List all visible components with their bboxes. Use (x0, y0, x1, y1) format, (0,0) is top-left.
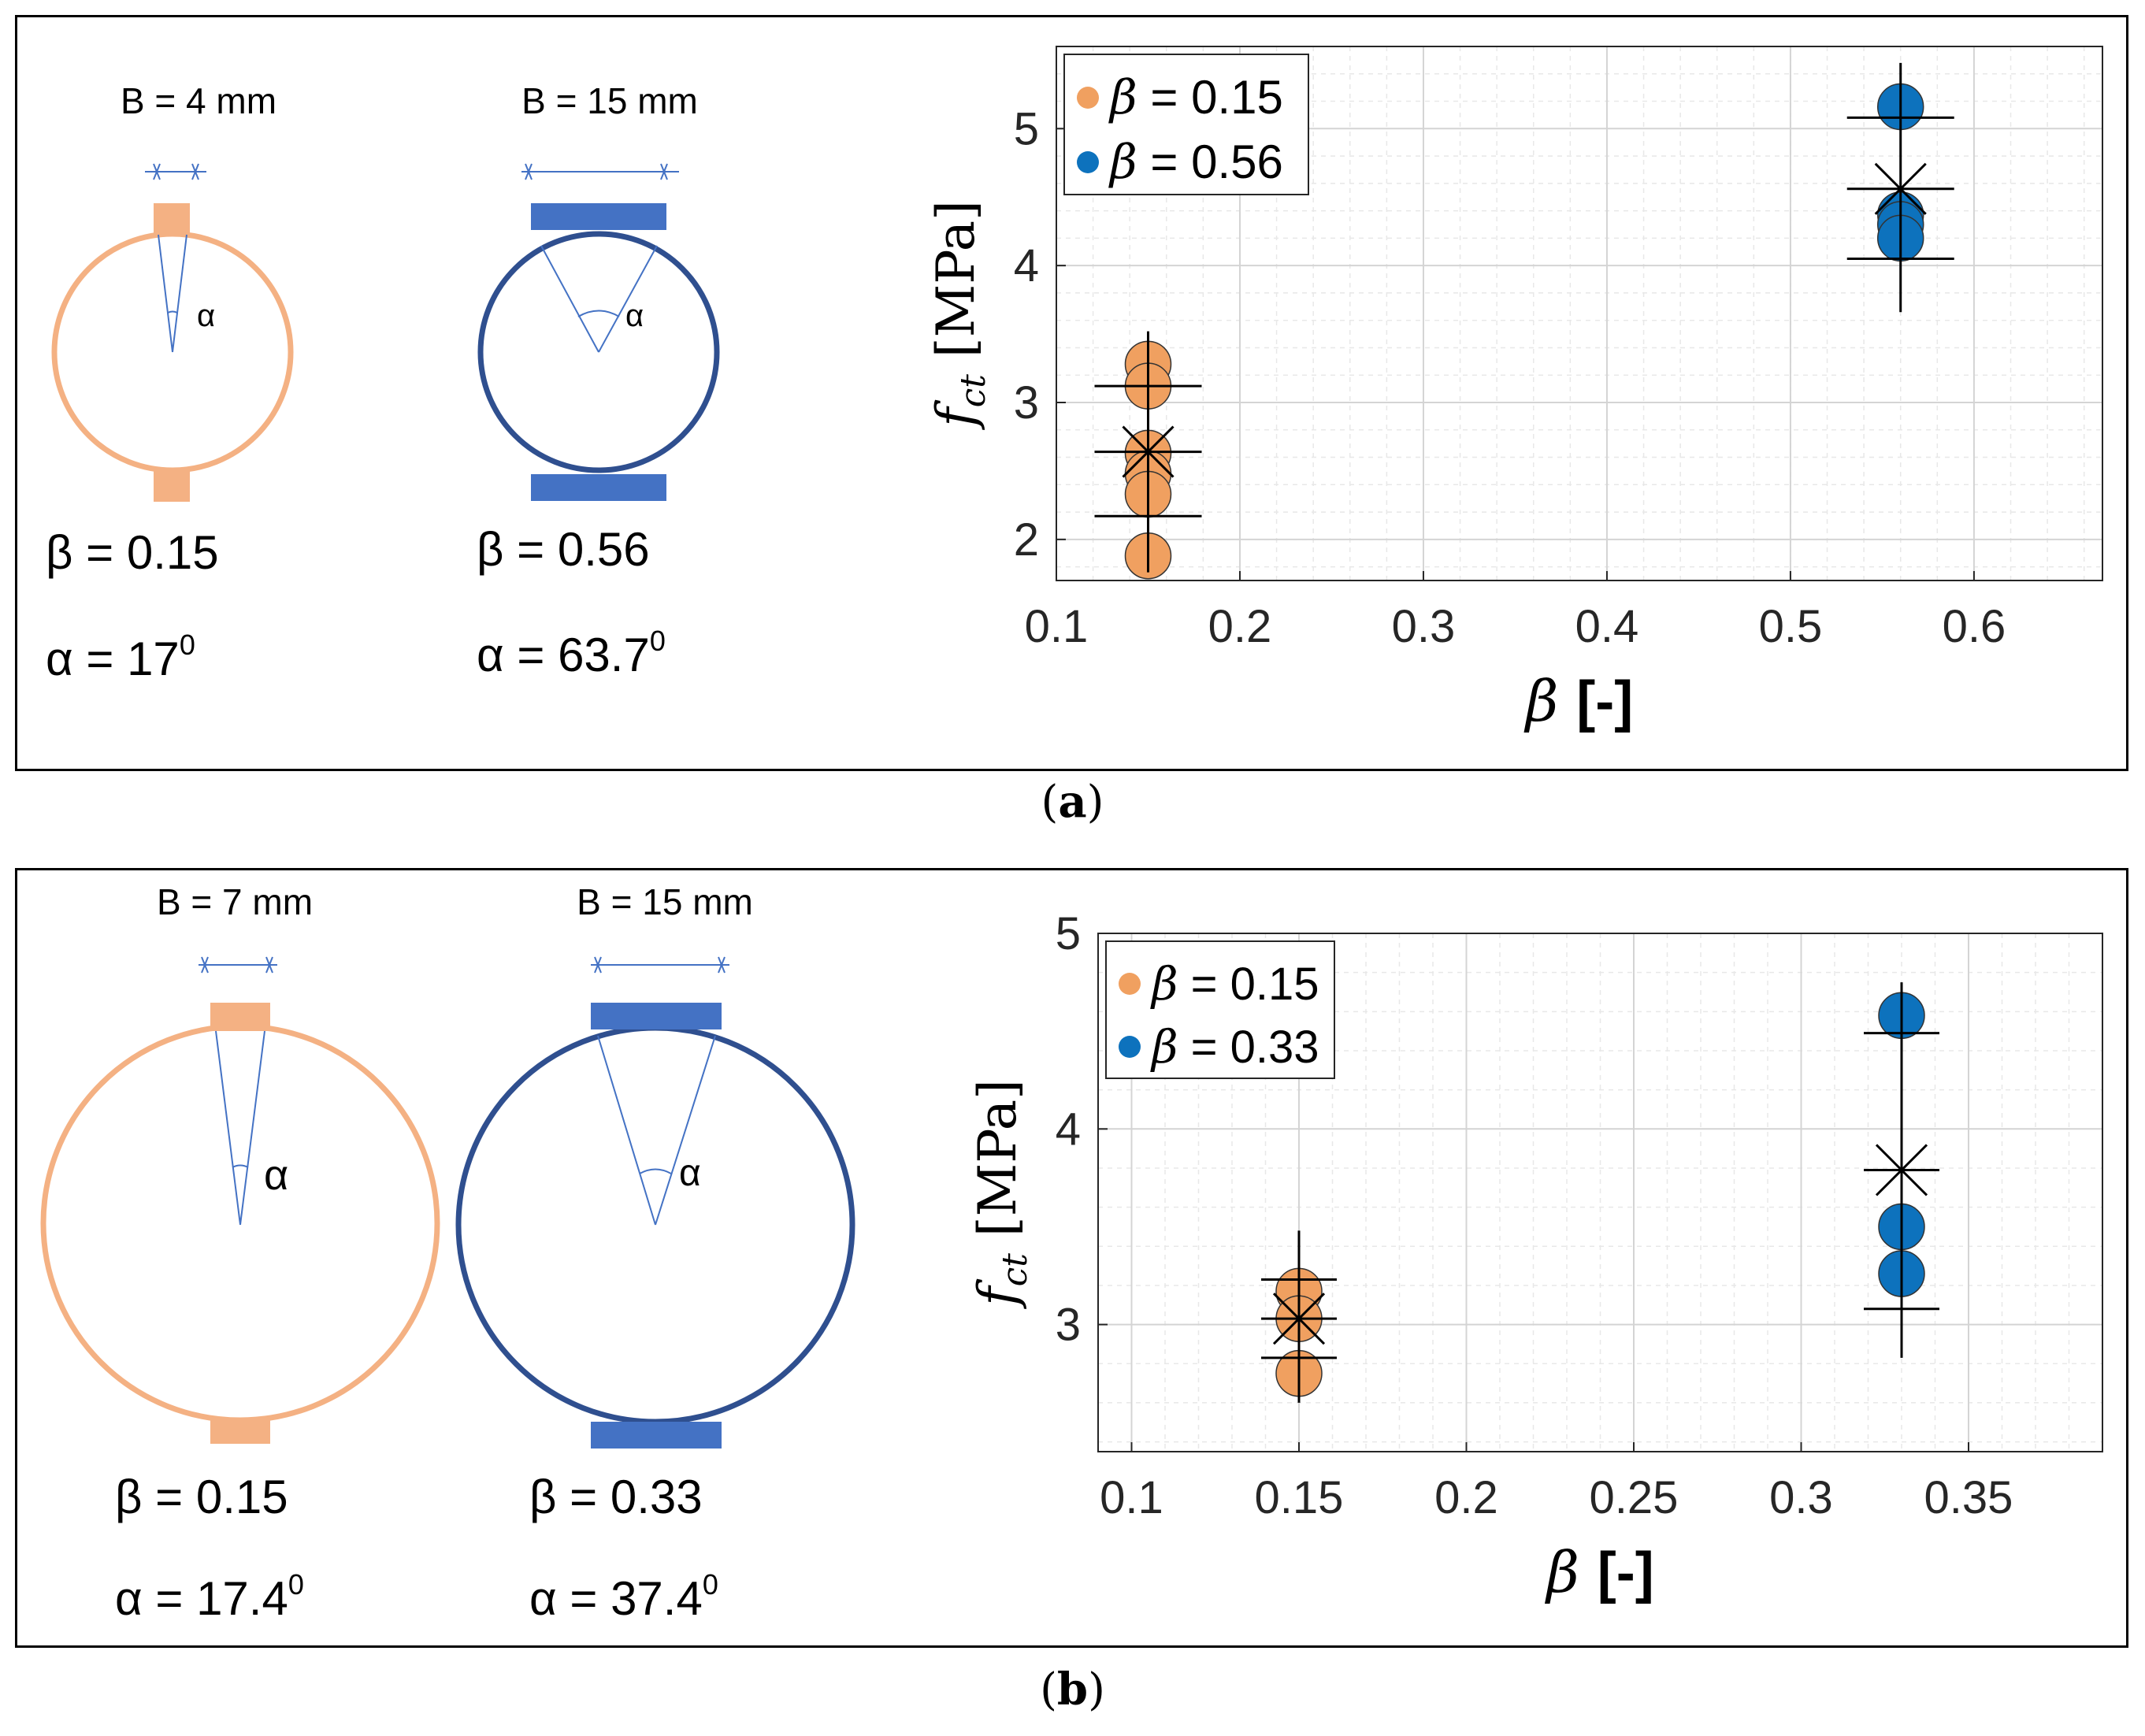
alpha-value: α = 17.40 (115, 1568, 304, 1625)
legend-marker (1119, 973, 1141, 995)
x-tick-label: 0.5 (1759, 601, 1823, 652)
angle-lines (158, 234, 187, 353)
beta-value: β = 0.15 (46, 526, 219, 579)
legend-box (1105, 940, 1335, 1079)
dimension-line (145, 163, 206, 180)
x-tick-label: 0.4 (1575, 601, 1639, 652)
x-tick-label: 0.1 (1025, 601, 1089, 652)
sketch-b-left: B = 7 mm α β = 0.15 α = 17.40 (40, 881, 440, 1625)
stat-marker (1846, 62, 1954, 313)
legend-label: β = 0.33 (1150, 1020, 1319, 1074)
beta-value: β = 0.33 (529, 1471, 703, 1523)
top-bearing-strip (591, 1003, 722, 1029)
mean-cross (1122, 425, 1175, 478)
x-tick-label: 0.2 (1208, 601, 1272, 652)
legend: β = 0.15 β = 0.33 (1105, 940, 1335, 1079)
stat-marker (1094, 331, 1202, 573)
y-axis-label: fct [MPa] (967, 1079, 1035, 1310)
x-tick-label: 0.15 (1255, 1472, 1344, 1523)
x-axis-label: β [-] (1544, 1539, 1653, 1605)
chart-b: 0.1 0.15 0.2 0.25 0.3 0.35 3 4 5 β [-] fct [MPa] β … (967, 908, 2103, 1605)
series-2 (1864, 982, 1939, 1358)
alpha-symbol: α (197, 299, 215, 333)
stat-marker (1261, 1230, 1337, 1403)
b-width-label: B = 7 mm (157, 881, 313, 922)
angle-lines (540, 245, 658, 353)
angle-lines (597, 1035, 716, 1226)
alpha-value: α = 63.70 (477, 625, 666, 681)
x-tick-label: 0.25 (1590, 1472, 1679, 1523)
x-axis-label: β [-] (1523, 668, 1633, 734)
alpha-value: α = 170 (46, 629, 195, 685)
mean-cross (1874, 162, 1927, 215)
sketch-a-right: B = 15 mm α β = 0.56 α = 63.70 (477, 80, 720, 681)
y-axis-label: fct [MPa] (926, 200, 993, 431)
dimension-line (591, 956, 729, 974)
alpha-symbol: α (264, 1152, 288, 1199)
axes-box (1056, 46, 2103, 581)
b-width-label: B = 15 mm (521, 80, 698, 121)
legend-box (1063, 54, 1309, 195)
sketch-b-right: B = 15 mm α β = 0.33 α = 37.40 (455, 881, 855, 1625)
y-tick-label: 3 (1014, 377, 1039, 428)
x-tick-label: 0.6 (1943, 601, 2006, 652)
x-tick-label: 0.2 (1434, 1472, 1498, 1523)
y-tick-label: 4 (1014, 240, 1039, 291)
bottom-bearing-strip (531, 474, 666, 501)
panel-b-canvas: B = 7 mm α β = 0.15 α = 17.40 B = 15 mm (40, 881, 2103, 1625)
specimen-ring (477, 231, 720, 473)
x-tick-label: 0.1 (1100, 1472, 1163, 1523)
bottom-bearing-strip (154, 470, 190, 502)
series-1 (1261, 1230, 1337, 1403)
y-tick-label: 3 (1056, 1300, 1081, 1351)
series-2 (1846, 62, 1954, 313)
beta-value: β = 0.56 (477, 523, 650, 576)
b-width-label: B = 15 mm (577, 881, 753, 922)
chart-a: 0.1 0.2 0.3 0.4 0.5 0.6 2 3 4 5 β [-] fct [MPa] β = … (926, 46, 2103, 734)
sketch-a-left: B = 4 mm α β = 0.15 α = 170 (46, 80, 294, 685)
legend-label: β = 0.15 (1150, 957, 1319, 1011)
bottom-bearing-strip (210, 1419, 270, 1444)
panel-a: B = 4 mm α β = 0.15 α = 170 B = 15 mm (15, 15, 2128, 771)
alpha-symbol: α (625, 299, 644, 333)
dimension-line (199, 956, 277, 974)
top-bearing-strip (531, 203, 666, 230)
stat-marker (1864, 982, 1939, 1358)
y-tick-label: 5 (1014, 103, 1039, 154)
mean-cross (1875, 1144, 1928, 1196)
y-tick-label: 2 (1014, 514, 1039, 566)
legend-marker (1077, 87, 1099, 109)
y-tick-label: 4 (1056, 1104, 1081, 1155)
major-grid (1098, 933, 2102, 1452)
legend-label: β = 0.56 (1108, 135, 1283, 190)
b-width-label: B = 4 mm (121, 80, 276, 121)
alpha-value: α = 37.40 (529, 1568, 718, 1625)
caption-a: (a) (1041, 776, 1104, 828)
legend-marker (1077, 151, 1099, 173)
alpha-symbol: α (679, 1152, 701, 1194)
panel-a-canvas: B = 4 mm α β = 0.15 α = 170 B = 15 mm (46, 46, 2103, 734)
axes-box (1097, 933, 2103, 1452)
series-1 (1094, 331, 1202, 580)
caption-b: (b) (1040, 1664, 1105, 1716)
legend-marker (1119, 1036, 1141, 1058)
legend: β = 0.15 β = 0.56 (1063, 54, 1309, 195)
angle-lines (215, 1030, 265, 1226)
dimension-line (521, 163, 679, 180)
legend-label: β = 0.15 (1108, 70, 1283, 125)
panel-b: B = 7 mm α β = 0.15 α = 17.40 B = 15 mm (15, 868, 2128, 1648)
bottom-bearing-strip (591, 1422, 722, 1449)
y-tick-label: 5 (1056, 908, 1081, 959)
top-bearing-strip (210, 1003, 270, 1031)
beta-value: β = 0.15 (115, 1471, 288, 1523)
mean-cross (1272, 1293, 1326, 1345)
x-tick-label: 0.35 (1924, 1472, 2013, 1523)
x-tick-label: 0.3 (1769, 1472, 1833, 1523)
x-tick-label: 0.3 (1392, 601, 1456, 652)
top-bearing-strip (154, 203, 190, 235)
